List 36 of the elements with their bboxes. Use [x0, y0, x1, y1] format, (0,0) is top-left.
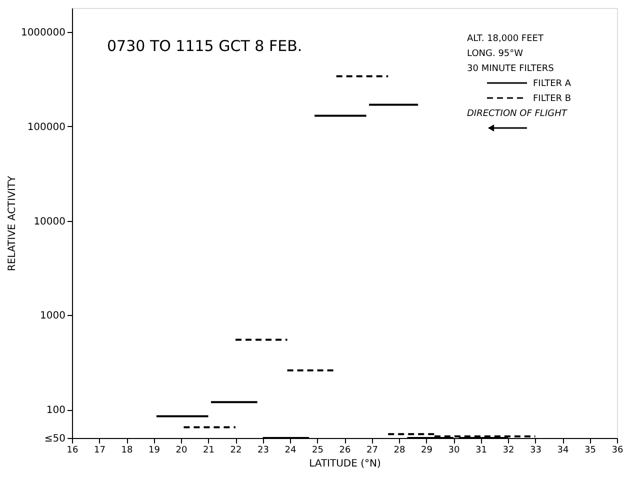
x-tick-label: 28: [394, 446, 406, 456]
x-axis-title: LATITUDE (°N): [309, 458, 382, 470]
x-tick-label: 22: [230, 446, 242, 456]
x-tick-label: 18: [121, 446, 133, 456]
x-tick-label: 23: [258, 446, 269, 456]
x-tick-label: 31: [476, 446, 487, 456]
y-tick-label: 1000000: [20, 28, 66, 39]
y-tick-label: 1000: [40, 310, 66, 322]
y-tick-label: ≤50: [44, 434, 66, 444]
annotation: DIRECTION OF FLIGHT: [467, 109, 568, 119]
legend-label: FILTER B: [533, 94, 572, 104]
x-tick-label: 32: [502, 446, 514, 456]
y-tick-label: 10000: [34, 216, 66, 228]
x-tick-label: 29: [421, 446, 433, 456]
y-axis-title: RELATIVE ACTIVITY: [6, 174, 18, 272]
x-tick-label: 35: [584, 446, 596, 456]
x-tick-label: 21: [203, 446, 214, 456]
annotation: 30 MINUTE FILTERS: [467, 64, 554, 74]
legend-label: FILTER A: [533, 79, 572, 89]
text: 0730 TO 1115 GCT 8 FEB.: [107, 37, 302, 55]
annotation: ALT. 18,000 FEET: [467, 34, 544, 44]
x-tick-label: 34: [557, 446, 569, 456]
x-tick-label: 33: [530, 446, 542, 456]
y-tick-label: 100000: [27, 122, 66, 133]
annotation: LONG. 95°W: [467, 49, 524, 59]
x-tick-label: 36: [612, 446, 624, 456]
x-tick-label: 24: [284, 446, 296, 456]
x-tick-label: 27: [366, 446, 378, 456]
x-tick-label: 19: [148, 446, 160, 456]
x-tick-label: 20: [176, 446, 188, 456]
x-tick-label: 17: [94, 446, 106, 456]
x-tick-label: 26: [339, 446, 351, 456]
x-tick-label: 30: [448, 446, 460, 456]
x-tick-label: 25: [312, 446, 324, 456]
y-tick-label: 100: [46, 405, 66, 416]
x-tick-label: 16: [66, 446, 78, 456]
